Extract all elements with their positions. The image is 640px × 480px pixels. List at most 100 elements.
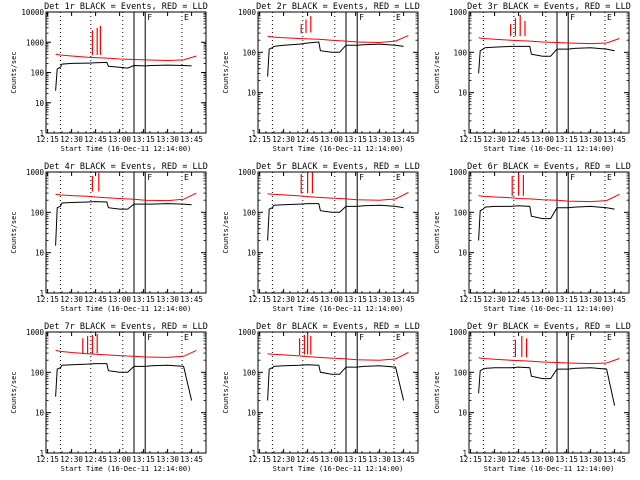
y-axis-label: Counts/sec [10,211,18,253]
y-tick-label: 10 [35,99,45,108]
x-tick-label: 13:45 [180,135,203,144]
x-tick-label: 13:15 [555,135,578,144]
x-tick-label: 12:30 [272,135,295,144]
x-tick-label: 12:45 [507,135,530,144]
chart-title: Det 5r BLACK = Events, RED = LLD [256,162,420,172]
x-tick-label: 13:30 [156,135,179,144]
flag-e: E [396,13,401,22]
x-tick-label: 13:30 [579,135,602,144]
x-tick-label: 12:30 [60,135,83,144]
chart-panel-6: Det 6r BLACK = Events, RED = LLD 12:15 12:… [433,162,631,313]
x-tick-label: 13:15 [132,135,155,144]
flag-e: E [607,333,612,342]
x-tick-label: 13:30 [156,455,179,464]
y-tick-label: 100 [242,208,256,217]
y-tick-label: 1000 [26,168,45,177]
x-tick-label: 12:15 [248,135,271,144]
x-tick-label: 12:45 [84,455,107,464]
x-tick-label: 12:45 [296,135,319,144]
events-series-line [267,364,405,401]
x-tick-label: 13:45 [180,455,203,464]
y-tick-label: 100 [453,208,467,217]
y-tick-label: 1000 [238,168,257,177]
x-tick-label: 12:15 [36,295,59,304]
x-tick-label: 13:00 [531,135,554,144]
flag-f: F [359,13,364,22]
y-axis-label: Counts/sec [222,211,230,253]
events-series-line [478,45,615,74]
x-tick-label: 12:45 [296,455,319,464]
x-tick-label: 12:45 [507,295,530,304]
x-tick-label: 13:45 [180,295,203,304]
chart-title: Det 6r BLACK = Events, RED = LLD [467,162,631,172]
x-tick-label: 12:15 [459,295,482,304]
x-axis-label: Start Time (16-Dec-11 12:14:00) [273,305,404,313]
y-tick-label: 10000 [21,8,44,17]
flag-e: E [184,13,189,22]
x-axis-label: Start Time (16-Dec-11 12:14:00) [273,145,404,153]
y-tick-label: 10 [35,409,45,418]
chart-panel-1: Det 1r BLACK = Events, RED = LLD 12:15 12:… [10,2,208,153]
x-tick-label: 12:15 [248,295,271,304]
y-tick-label: 1000 [238,328,257,337]
x-tick-label: 12:15 [459,455,482,464]
plot-frame [45,11,207,134]
y-tick-label: 1 [462,449,467,458]
flag-f: F [147,173,152,182]
plot-frame [45,331,207,454]
events-series-line [55,201,192,246]
x-tick-label: 13:45 [603,295,626,304]
y-tick-label: 1 [462,289,467,298]
y-tick-label: 100 [30,69,44,78]
x-axis-label: Start Time (16-Dec-11 12:14:00) [61,305,192,313]
chart-panel-7: Det 7r BLACK = Events, RED = LLD 12:15 12:… [10,322,208,473]
x-tick-label: 13:00 [320,295,343,304]
y-tick-label: 1 [462,129,467,138]
x-tick-label: 13:45 [392,455,415,464]
chart-title: Det 1r BLACK = Events, RED = LLD [44,2,208,12]
y-tick-label: 1 [251,289,256,298]
y-axis-label: Counts/sec [222,51,230,93]
chart-title: Det 9r BLACK = Events, RED = LLD [467,322,631,332]
x-axis-label: Start Time (16-Dec-11 12:14:00) [61,465,192,473]
flag-f: F [570,13,575,22]
x-tick-label: 13:45 [603,455,626,464]
y-tick-label: 100 [453,368,467,377]
x-tick-label: 13:00 [320,455,343,464]
plot-frame [45,171,207,294]
x-tick-label: 12:45 [507,455,530,464]
x-axis-label: Start Time (16-Dec-11 12:14:00) [273,465,404,473]
x-tick-label: 13:15 [555,295,578,304]
chart-title: Det 7r BLACK = Events, RED = LLD [44,322,208,332]
x-tick-label: 13:30 [579,455,602,464]
x-tick-label: 12:15 [36,135,59,144]
y-axis-label: Counts/sec [222,371,230,413]
x-axis-label: Start Time (16-Dec-11 12:14:00) [484,465,615,473]
x-tick-label: 13:15 [132,455,155,464]
plot-frame [468,331,630,454]
lld-series-line [55,192,197,202]
y-tick-label: 100 [242,48,256,57]
y-axis-label: Counts/sec [10,51,18,93]
x-tick-label: 12:15 [36,455,59,464]
y-tick-label: 1 [39,449,44,458]
flag-f: F [147,13,152,22]
y-tick-label: 1000 [449,328,468,337]
x-tick-label: 12:30 [272,455,295,464]
lld-series-line [478,193,620,203]
y-tick-label: 100 [30,368,44,377]
x-tick-label: 12:30 [483,455,506,464]
x-tick-label: 12:30 [60,295,83,304]
x-tick-label: 13:15 [344,295,367,304]
x-tick-label: 13:00 [108,455,131,464]
x-axis-label: Start Time (16-Dec-11 12:14:00) [484,305,615,313]
y-tick-label: 1000 [238,8,257,17]
y-tick-label: 1 [39,289,44,298]
y-axis-label: Counts/sec [433,211,441,253]
